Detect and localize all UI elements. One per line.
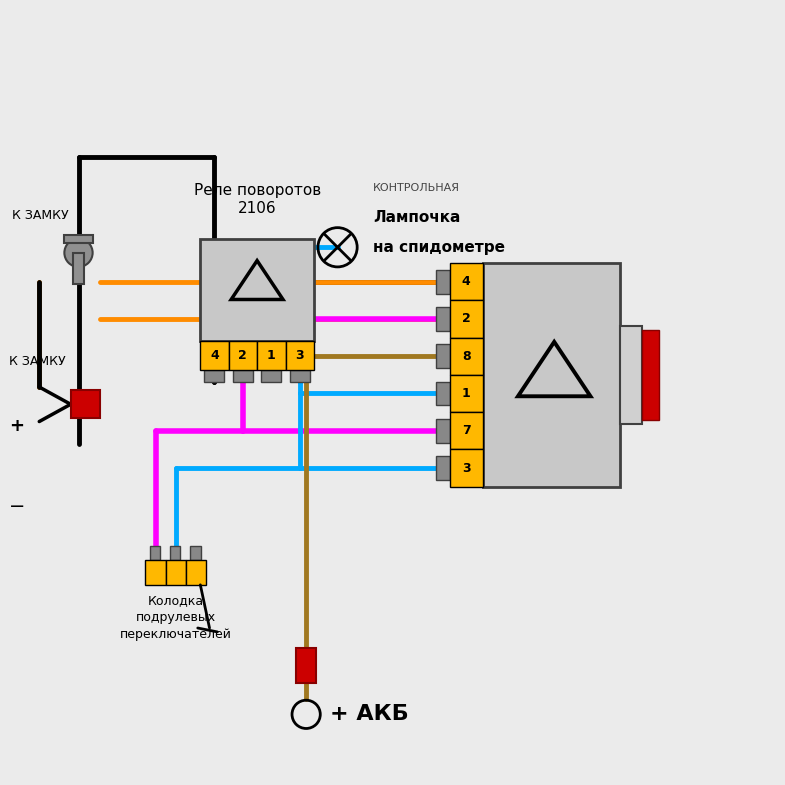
Bar [290, 370, 310, 382]
Bar [200, 341, 228, 370]
Bar [233, 370, 253, 382]
Text: КОНТРОЛЬНАЯ: КОНТРОЛЬНАЯ [373, 184, 460, 193]
Bar [436, 307, 450, 330]
Bar [483, 263, 620, 487]
Text: переключателей: переключателей [120, 628, 232, 641]
Bar [286, 341, 314, 370]
Bar [204, 370, 225, 382]
Bar [73, 253, 84, 284]
Bar [620, 326, 642, 424]
Bar [170, 546, 180, 560]
Text: 1: 1 [462, 387, 471, 400]
Bar [436, 345, 450, 368]
Bar [642, 330, 659, 419]
Bar [186, 560, 206, 585]
Bar [450, 263, 483, 301]
Text: К ЗАМКУ: К ЗАМКУ [12, 210, 68, 222]
Bar [149, 546, 159, 560]
Text: 1: 1 [267, 349, 276, 362]
Bar [71, 390, 100, 418]
Text: Колодка: Колодка [148, 594, 204, 608]
Bar [450, 301, 483, 338]
Bar [145, 560, 166, 585]
Bar [436, 456, 450, 480]
Text: 4: 4 [210, 349, 219, 362]
Bar [228, 341, 257, 370]
Text: +: + [9, 418, 24, 435]
Text: 8: 8 [462, 349, 470, 363]
Text: К ЗАМКУ: К ЗАМКУ [9, 355, 66, 367]
Bar [450, 412, 483, 449]
Circle shape [64, 239, 93, 267]
Bar [166, 560, 186, 585]
Text: 7: 7 [462, 424, 471, 437]
Text: на спидометре: на спидометре [373, 239, 505, 255]
Bar [450, 375, 483, 412]
Text: −: − [9, 497, 26, 516]
Text: подрулевых: подрулевых [136, 611, 216, 624]
Bar [261, 370, 281, 382]
Text: 3: 3 [462, 462, 470, 475]
Bar [450, 338, 483, 374]
Bar [257, 341, 286, 370]
Text: 4: 4 [462, 275, 471, 288]
Text: + АКБ: + АКБ [330, 704, 408, 725]
Bar [296, 648, 316, 683]
Text: Реле поворотов
2106: Реле поворотов 2106 [194, 184, 321, 216]
Text: 2: 2 [239, 349, 247, 362]
Bar [64, 236, 93, 243]
Bar [200, 239, 314, 341]
Bar [450, 449, 483, 487]
Bar [436, 270, 450, 294]
Text: Лампочка: Лампочка [373, 210, 460, 225]
Bar [190, 546, 200, 560]
Bar [436, 382, 450, 405]
Bar [436, 419, 450, 443]
Text: 2: 2 [462, 312, 471, 326]
Text: 3: 3 [295, 349, 304, 362]
